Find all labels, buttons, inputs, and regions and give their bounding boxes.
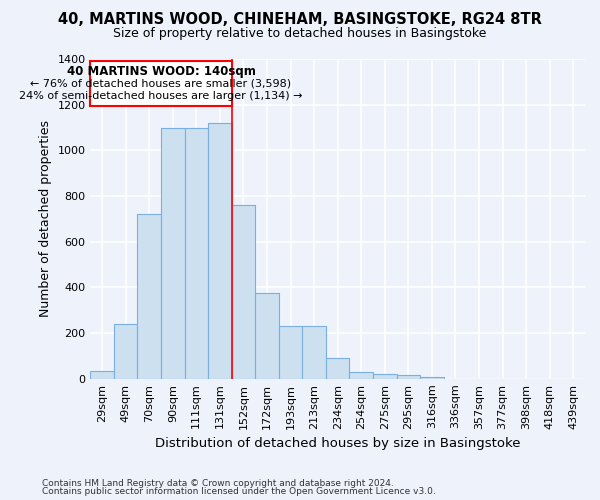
Bar bbox=[279, 326, 302, 379]
Text: Contains public sector information licensed under the Open Government Licence v3: Contains public sector information licen… bbox=[42, 487, 436, 496]
Bar bbox=[397, 376, 420, 379]
Bar bbox=[326, 358, 349, 379]
Text: 24% of semi-detached houses are larger (1,134) →: 24% of semi-detached houses are larger (… bbox=[19, 91, 303, 101]
Bar bbox=[114, 324, 137, 379]
Bar bbox=[161, 128, 185, 379]
Text: ← 76% of detached houses are smaller (3,598): ← 76% of detached houses are smaller (3,… bbox=[31, 78, 292, 88]
Text: 40, MARTINS WOOD, CHINEHAM, BASINGSTOKE, RG24 8TR: 40, MARTINS WOOD, CHINEHAM, BASINGSTOKE,… bbox=[58, 12, 542, 28]
Bar bbox=[137, 214, 161, 379]
X-axis label: Distribution of detached houses by size in Basingstoke: Distribution of detached houses by size … bbox=[155, 437, 520, 450]
Bar bbox=[420, 376, 443, 379]
Bar bbox=[232, 205, 255, 379]
Text: Contains HM Land Registry data © Crown copyright and database right 2024.: Contains HM Land Registry data © Crown c… bbox=[42, 478, 394, 488]
Bar bbox=[349, 372, 373, 379]
Bar bbox=[91, 371, 114, 379]
Text: 40 MARTINS WOOD: 140sqm: 40 MARTINS WOOD: 140sqm bbox=[67, 65, 256, 78]
Bar bbox=[255, 293, 279, 379]
Bar bbox=[185, 128, 208, 379]
Bar bbox=[208, 123, 232, 379]
Text: Size of property relative to detached houses in Basingstoke: Size of property relative to detached ho… bbox=[113, 28, 487, 40]
Bar bbox=[302, 326, 326, 379]
Y-axis label: Number of detached properties: Number of detached properties bbox=[39, 120, 52, 318]
Bar bbox=[373, 374, 397, 379]
FancyBboxPatch shape bbox=[91, 62, 232, 106]
